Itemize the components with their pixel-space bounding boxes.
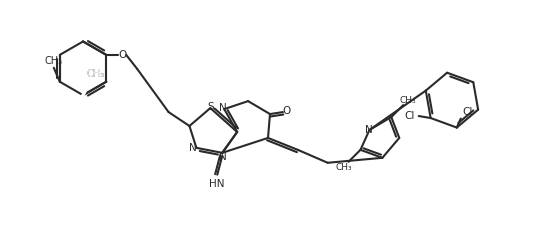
Text: Cl: Cl: [404, 111, 415, 121]
Text: N: N: [365, 125, 372, 135]
Text: N: N: [220, 152, 227, 162]
Text: CH₃: CH₃: [400, 96, 417, 105]
Text: Cl: Cl: [462, 107, 473, 117]
Text: CH₃: CH₃: [335, 163, 352, 172]
Text: O: O: [118, 50, 126, 60]
Text: N: N: [220, 103, 227, 113]
Text: CH₃: CH₃: [87, 69, 105, 79]
Text: S: S: [207, 102, 214, 112]
Text: O: O: [283, 106, 291, 116]
Text: CH₃: CH₃: [87, 69, 105, 79]
Text: N: N: [188, 143, 197, 153]
Text: CH₃: CH₃: [45, 56, 63, 66]
Text: HN: HN: [208, 179, 224, 189]
